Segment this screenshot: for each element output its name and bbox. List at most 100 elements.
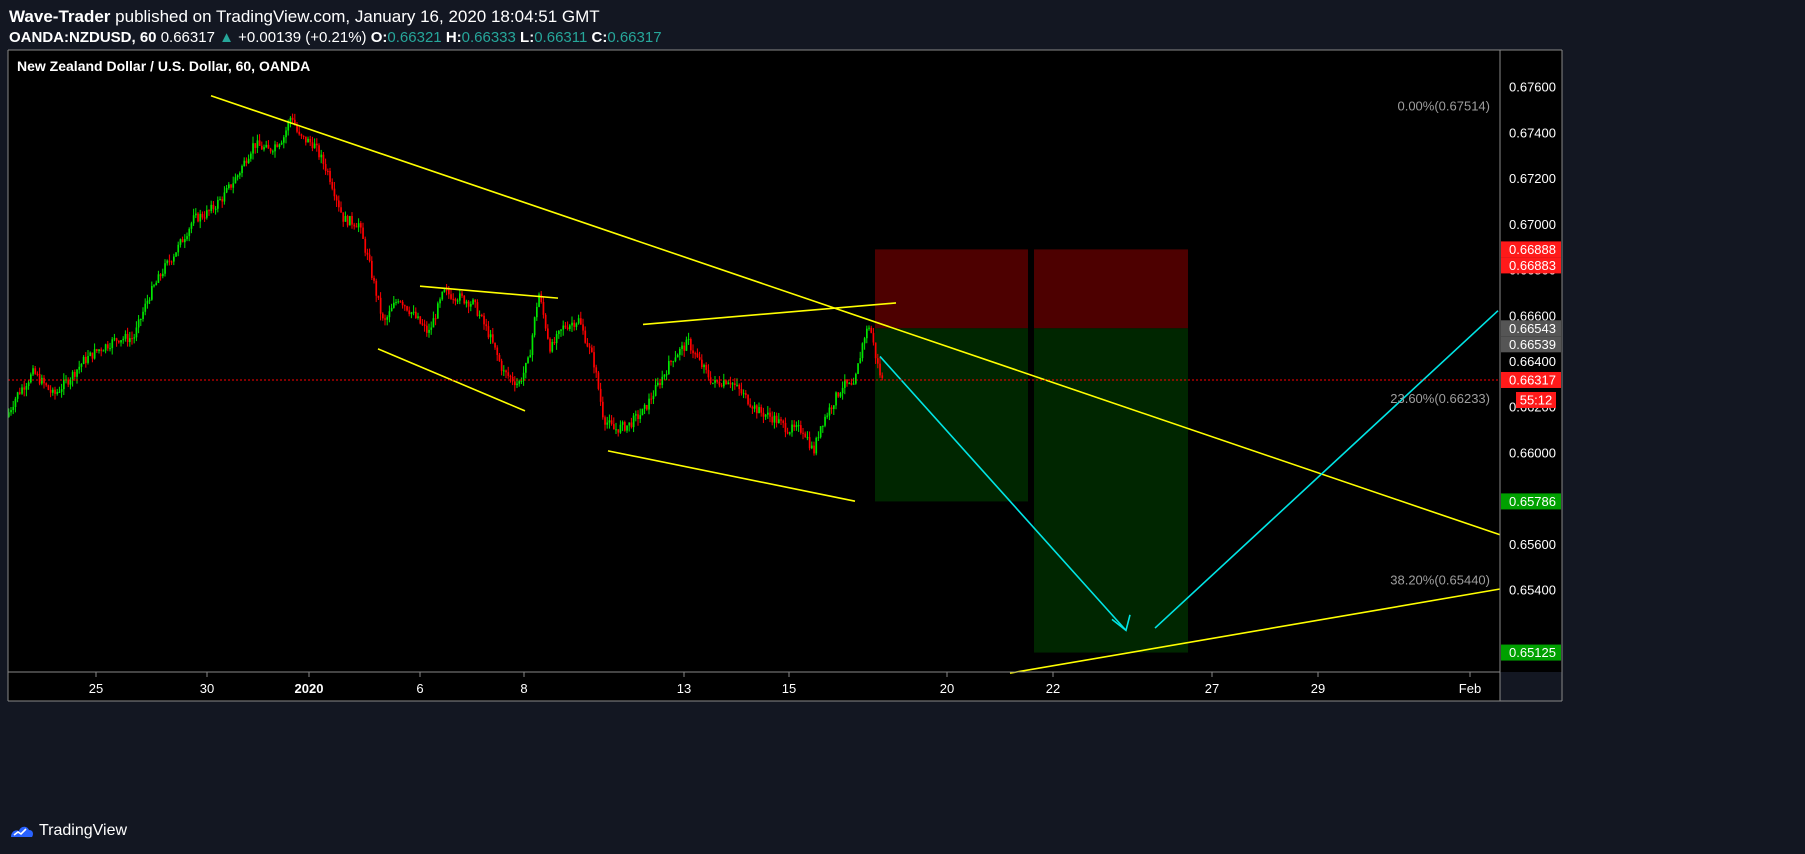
candle-body — [76, 369, 78, 377]
candle-body — [166, 260, 169, 264]
candle-body — [632, 415, 635, 428]
candle-body — [784, 422, 787, 433]
candle-body — [287, 121, 290, 131]
take-profit-zone[interactable] — [875, 328, 1028, 502]
candle-body — [819, 426, 822, 438]
candle-body — [67, 379, 70, 385]
candle-body — [705, 365, 708, 370]
trendline[interactable] — [1009, 588, 1501, 674]
candle-body — [443, 289, 446, 292]
candle-body — [767, 412, 769, 415]
candle-body — [225, 188, 228, 193]
candle-body — [38, 373, 41, 384]
candle-body — [536, 306, 538, 318]
candle-body — [89, 352, 92, 356]
candle-body — [852, 383, 855, 385]
candle-body — [762, 412, 765, 417]
close-label: C: — [591, 29, 608, 46]
candle-body — [379, 297, 382, 314]
candle-body — [285, 130, 287, 138]
candle-body — [813, 445, 815, 454]
candle-body — [837, 392, 840, 397]
candle-body — [320, 154, 323, 158]
candle-body — [404, 305, 406, 307]
candle-body — [685, 339, 688, 351]
candle-body — [676, 354, 679, 358]
candle-body — [137, 319, 140, 328]
candle-body — [692, 350, 694, 354]
chart-canvas[interactable]: New Zealand Dollar / U.S. Dollar, 60, OA… — [0, 0, 1805, 808]
candle-body — [514, 381, 516, 386]
candle-body — [261, 145, 263, 150]
trendline[interactable] — [419, 285, 559, 299]
candle-body — [826, 415, 829, 417]
candle-body — [179, 239, 182, 245]
candle-body — [364, 238, 367, 253]
candle-body — [148, 299, 151, 301]
candle-body — [489, 334, 492, 338]
tradingview-logo[interactable]: TradingView — [9, 822, 127, 840]
price-marker-label: 0.66317 — [1509, 372, 1556, 387]
stop-loss-zone[interactable] — [875, 249, 1028, 329]
projection-arrows[interactable] — [879, 310, 1499, 632]
candle-body — [492, 334, 494, 343]
candle-body — [181, 239, 184, 243]
time-tick-label: 2020 — [295, 681, 324, 696]
trendline[interactable] — [210, 94, 1501, 536]
open-value: 0.66321 — [387, 29, 442, 46]
trendline[interactable] — [377, 348, 526, 412]
candle-body — [472, 299, 474, 305]
candle-body — [619, 424, 622, 433]
candle-body — [624, 422, 626, 431]
trendline[interactable] — [642, 302, 897, 326]
candle-body — [808, 437, 811, 449]
candle-body — [390, 307, 393, 312]
candle-body — [725, 380, 727, 385]
candle-body — [329, 170, 331, 182]
candle-body — [366, 252, 369, 255]
candle-body — [265, 144, 268, 148]
time-axis[interactable]: 25 30 2020 6 8 13 15 20 22 27 29 Feb — [89, 672, 1481, 696]
candle-body — [604, 417, 606, 425]
candle-body — [500, 360, 503, 371]
trendline[interactable] — [607, 450, 856, 502]
symbol-label[interactable]: OANDA:NZDUSD, 60 — [9, 29, 157, 46]
price-axis-background[interactable] — [1500, 50, 1562, 672]
candle-body — [276, 144, 279, 147]
candle-body — [228, 184, 230, 189]
candle-body — [606, 422, 609, 425]
candle-body — [71, 371, 74, 381]
projection-up-line[interactable] — [1154, 310, 1499, 629]
candle-body — [120, 340, 122, 343]
candle-body — [461, 293, 463, 296]
take-profit-zone[interactable] — [1034, 328, 1188, 653]
candle-body — [758, 407, 760, 414]
candle-body — [866, 328, 868, 339]
projection-down-line[interactable] — [879, 355, 1127, 631]
time-tick-label: 22 — [1046, 681, 1060, 696]
price-marker — [1501, 241, 1561, 258]
stop-loss-zone[interactable] — [1034, 249, 1188, 329]
candle-body — [582, 324, 584, 331]
trendlines[interactable] — [210, 94, 1501, 674]
candle-body — [533, 317, 536, 336]
candle-body — [564, 325, 567, 328]
candle-body — [206, 210, 208, 218]
candle-body — [723, 380, 725, 387]
time-axis-background[interactable] — [8, 672, 1500, 701]
candle-body — [833, 405, 835, 409]
candle-body — [637, 414, 639, 419]
candle-body — [131, 338, 133, 340]
candle-body — [615, 429, 617, 431]
candle-body — [41, 377, 43, 384]
author-name[interactable]: Wave-Trader — [9, 7, 111, 26]
candle-body — [25, 386, 28, 390]
candle-body — [544, 314, 547, 329]
candle-body — [283, 137, 285, 143]
candle-body — [588, 346, 591, 348]
candle-body — [236, 175, 239, 178]
candle-body — [173, 256, 175, 262]
candle-body — [456, 300, 459, 302]
candle-body — [393, 302, 395, 308]
candle-body — [30, 374, 32, 383]
